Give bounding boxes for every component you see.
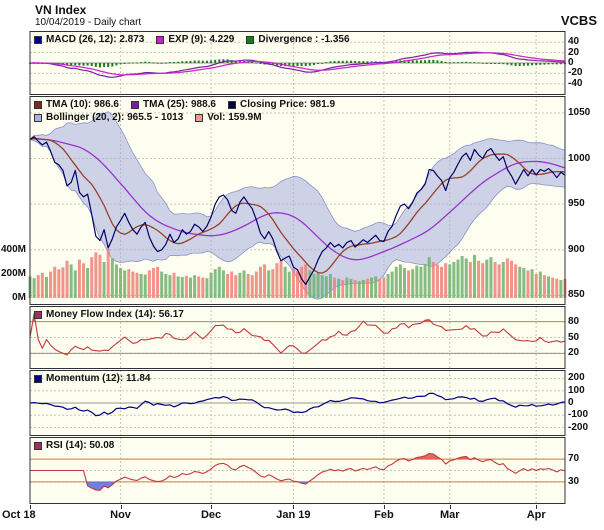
x-axis-label: Oct 18 [2, 509, 36, 521]
brand-logo: VCBS [560, 13, 597, 28]
price-plot [28, 96, 567, 305]
y-axis-label: 20 [568, 46, 580, 58]
legend-chip [34, 113, 42, 122]
legend-chip [34, 35, 42, 44]
y-axis-label: -100 [568, 409, 589, 421]
x-axis-tick [30, 505, 31, 509]
momentum-y-axis: 200 100 0 -100 -200 [568, 370, 603, 436]
x-axis-tick [293, 505, 295, 509]
legend-chip [246, 35, 255, 44]
macd-legend: MACD (26, 12): 2.873 EXP (9): 4.229 Diverg… [34, 33, 350, 46]
momentum-plot [29, 370, 566, 436]
legend-chip [34, 100, 42, 109]
x-axis: Oct 18 Nov Dec Jan 19 Feb Mar Apr [0, 505, 604, 527]
legend-item: Vol: 159.9M [195, 112, 262, 123]
legend-label: Money Flow Index (14): 56.17 [46, 309, 184, 320]
legend-item: MACD (26, 12): 2.873 [34, 34, 144, 45]
legend-label: MACD (26, 12): 2.873 [46, 34, 145, 45]
y-axis-label: 80 [568, 315, 580, 327]
legend-label: RSI (14): 50.08 [46, 440, 115, 451]
y-axis-label: -200 [568, 421, 589, 433]
y-axis-label: 70 [568, 453, 580, 465]
y-axis-label: 950 [568, 198, 585, 210]
legend-item: TMA (25): 988.6 [130, 99, 216, 110]
x-axis-tick [120, 505, 122, 509]
y-axis-label: 40 [568, 36, 580, 48]
momentum-legend: Momentum (12): 11.84 [34, 372, 150, 385]
rsi-plot [29, 437, 566, 504]
legend-chip [195, 113, 204, 122]
legend-chip [227, 100, 236, 109]
volume-axis-label: 0M [12, 292, 26, 303]
chart-title: VN Index [35, 3, 87, 17]
legend-item: Divergence : -1.356 [246, 34, 350, 45]
macd-panel: MACD (26, 12): 2.873 EXP (9): 4.229 Diverg… [0, 31, 604, 95]
legend-item: RSI (14): 50.08 [34, 440, 114, 451]
chart-header: VN Index 10/04/2019 - Daily chart VCBS [0, 0, 604, 30]
x-axis-label: Nov [110, 509, 131, 521]
legend-item: Money Flow Index (14): 56.17 [34, 309, 184, 320]
y-axis-label: 30 [568, 475, 580, 487]
legend-item: Bollinger (20, 2): 965.5 - 1013 [34, 112, 183, 123]
mfi-plot [29, 306, 566, 369]
x-axis-tick [211, 505, 213, 509]
x-axis-tick [449, 505, 451, 509]
mfi-y-axis: 80 50 20 [568, 306, 603, 369]
mfi-legend: Money Flow Index (14): 56.17 [34, 308, 184, 321]
legend-item: Closing Price: 981.9 [227, 99, 336, 110]
legend-label: Bollinger (20, 2): 965.5 - 1013 [46, 112, 184, 123]
macd-y-axis: 40 20 0 -20 -40 [568, 31, 603, 95]
volume-axis-label: 200M [0, 268, 26, 279]
rsi-panel: RSI (14): 50.08 70 30 [0, 437, 604, 504]
legend-chip [130, 100, 139, 109]
legend-item: EXP (9): 4.229 [156, 34, 234, 45]
legend-chip [34, 374, 42, 383]
y-axis-label: -40 [568, 77, 583, 89]
legend-label: Divergence : -1.356 [258, 34, 350, 45]
volume-axis-label: 400M [0, 244, 26, 255]
x-axis-tick [383, 505, 385, 509]
legend-chip [34, 441, 42, 450]
x-axis-label: Feb [374, 509, 394, 521]
y-axis-label: 50 [568, 331, 580, 343]
price-panel: TMA (10): 986.6 TMA (25): 988.6 Closing Pr… [0, 96, 604, 305]
x-axis-tick [536, 505, 538, 509]
y-axis-label: 20 [568, 347, 580, 359]
x-axis-label: Apr [526, 509, 546, 521]
mfi-panel: Money Flow Index (14): 56.17 80 50 20 [0, 306, 604, 369]
legend-chip [34, 310, 42, 319]
y-axis-label: 0 [568, 397, 574, 408]
legend-label: TMA (25): 988.6 [142, 99, 216, 110]
x-axis-label: Mar [439, 509, 460, 521]
price-legend: TMA (10): 986.6 TMA (25): 988.6 Closing Pr… [34, 98, 335, 124]
price-y-axis: 1050 1000 950 900 850 [568, 96, 603, 305]
x-axis-label: Dec [200, 509, 222, 521]
legend-label: Momentum (12): 11.84 [46, 373, 151, 384]
legend-label: EXP (9): 4.229 [168, 34, 235, 45]
momentum-panel: Momentum (12): 11.84 200 100 0 -100 -200 [0, 370, 604, 436]
macd-plot [29, 31, 566, 95]
y-axis-label: 0 [568, 57, 574, 68]
y-axis-label: 1000 [568, 152, 591, 164]
legend-item: TMA (10): 986.6 [34, 99, 119, 110]
y-axis-label: 1050 [568, 106, 591, 118]
volume-y-axis: 400M 200M 0M [0, 96, 28, 305]
legend-item: Momentum (12): 11.84 [34, 373, 150, 384]
y-axis-label: 900 [568, 243, 585, 255]
y-axis-label: 200 [568, 372, 585, 384]
y-axis-label: 850 [568, 289, 585, 301]
y-axis-label: 100 [568, 384, 585, 396]
legend-label: Closing Price: 981.9 [239, 99, 336, 110]
y-axis-label: -20 [568, 67, 583, 79]
legend-label: Vol: 159.9M [207, 112, 262, 123]
chart-subtitle: 10/04/2019 - Daily chart [35, 17, 142, 28]
legend-chip [156, 35, 165, 44]
rsi-y-axis: 70 30 [568, 437, 603, 504]
legend-label: TMA (10): 986.6 [46, 99, 119, 110]
rsi-legend: RSI (14): 50.08 [34, 439, 114, 452]
x-axis-label: Jan 19 [276, 509, 311, 521]
